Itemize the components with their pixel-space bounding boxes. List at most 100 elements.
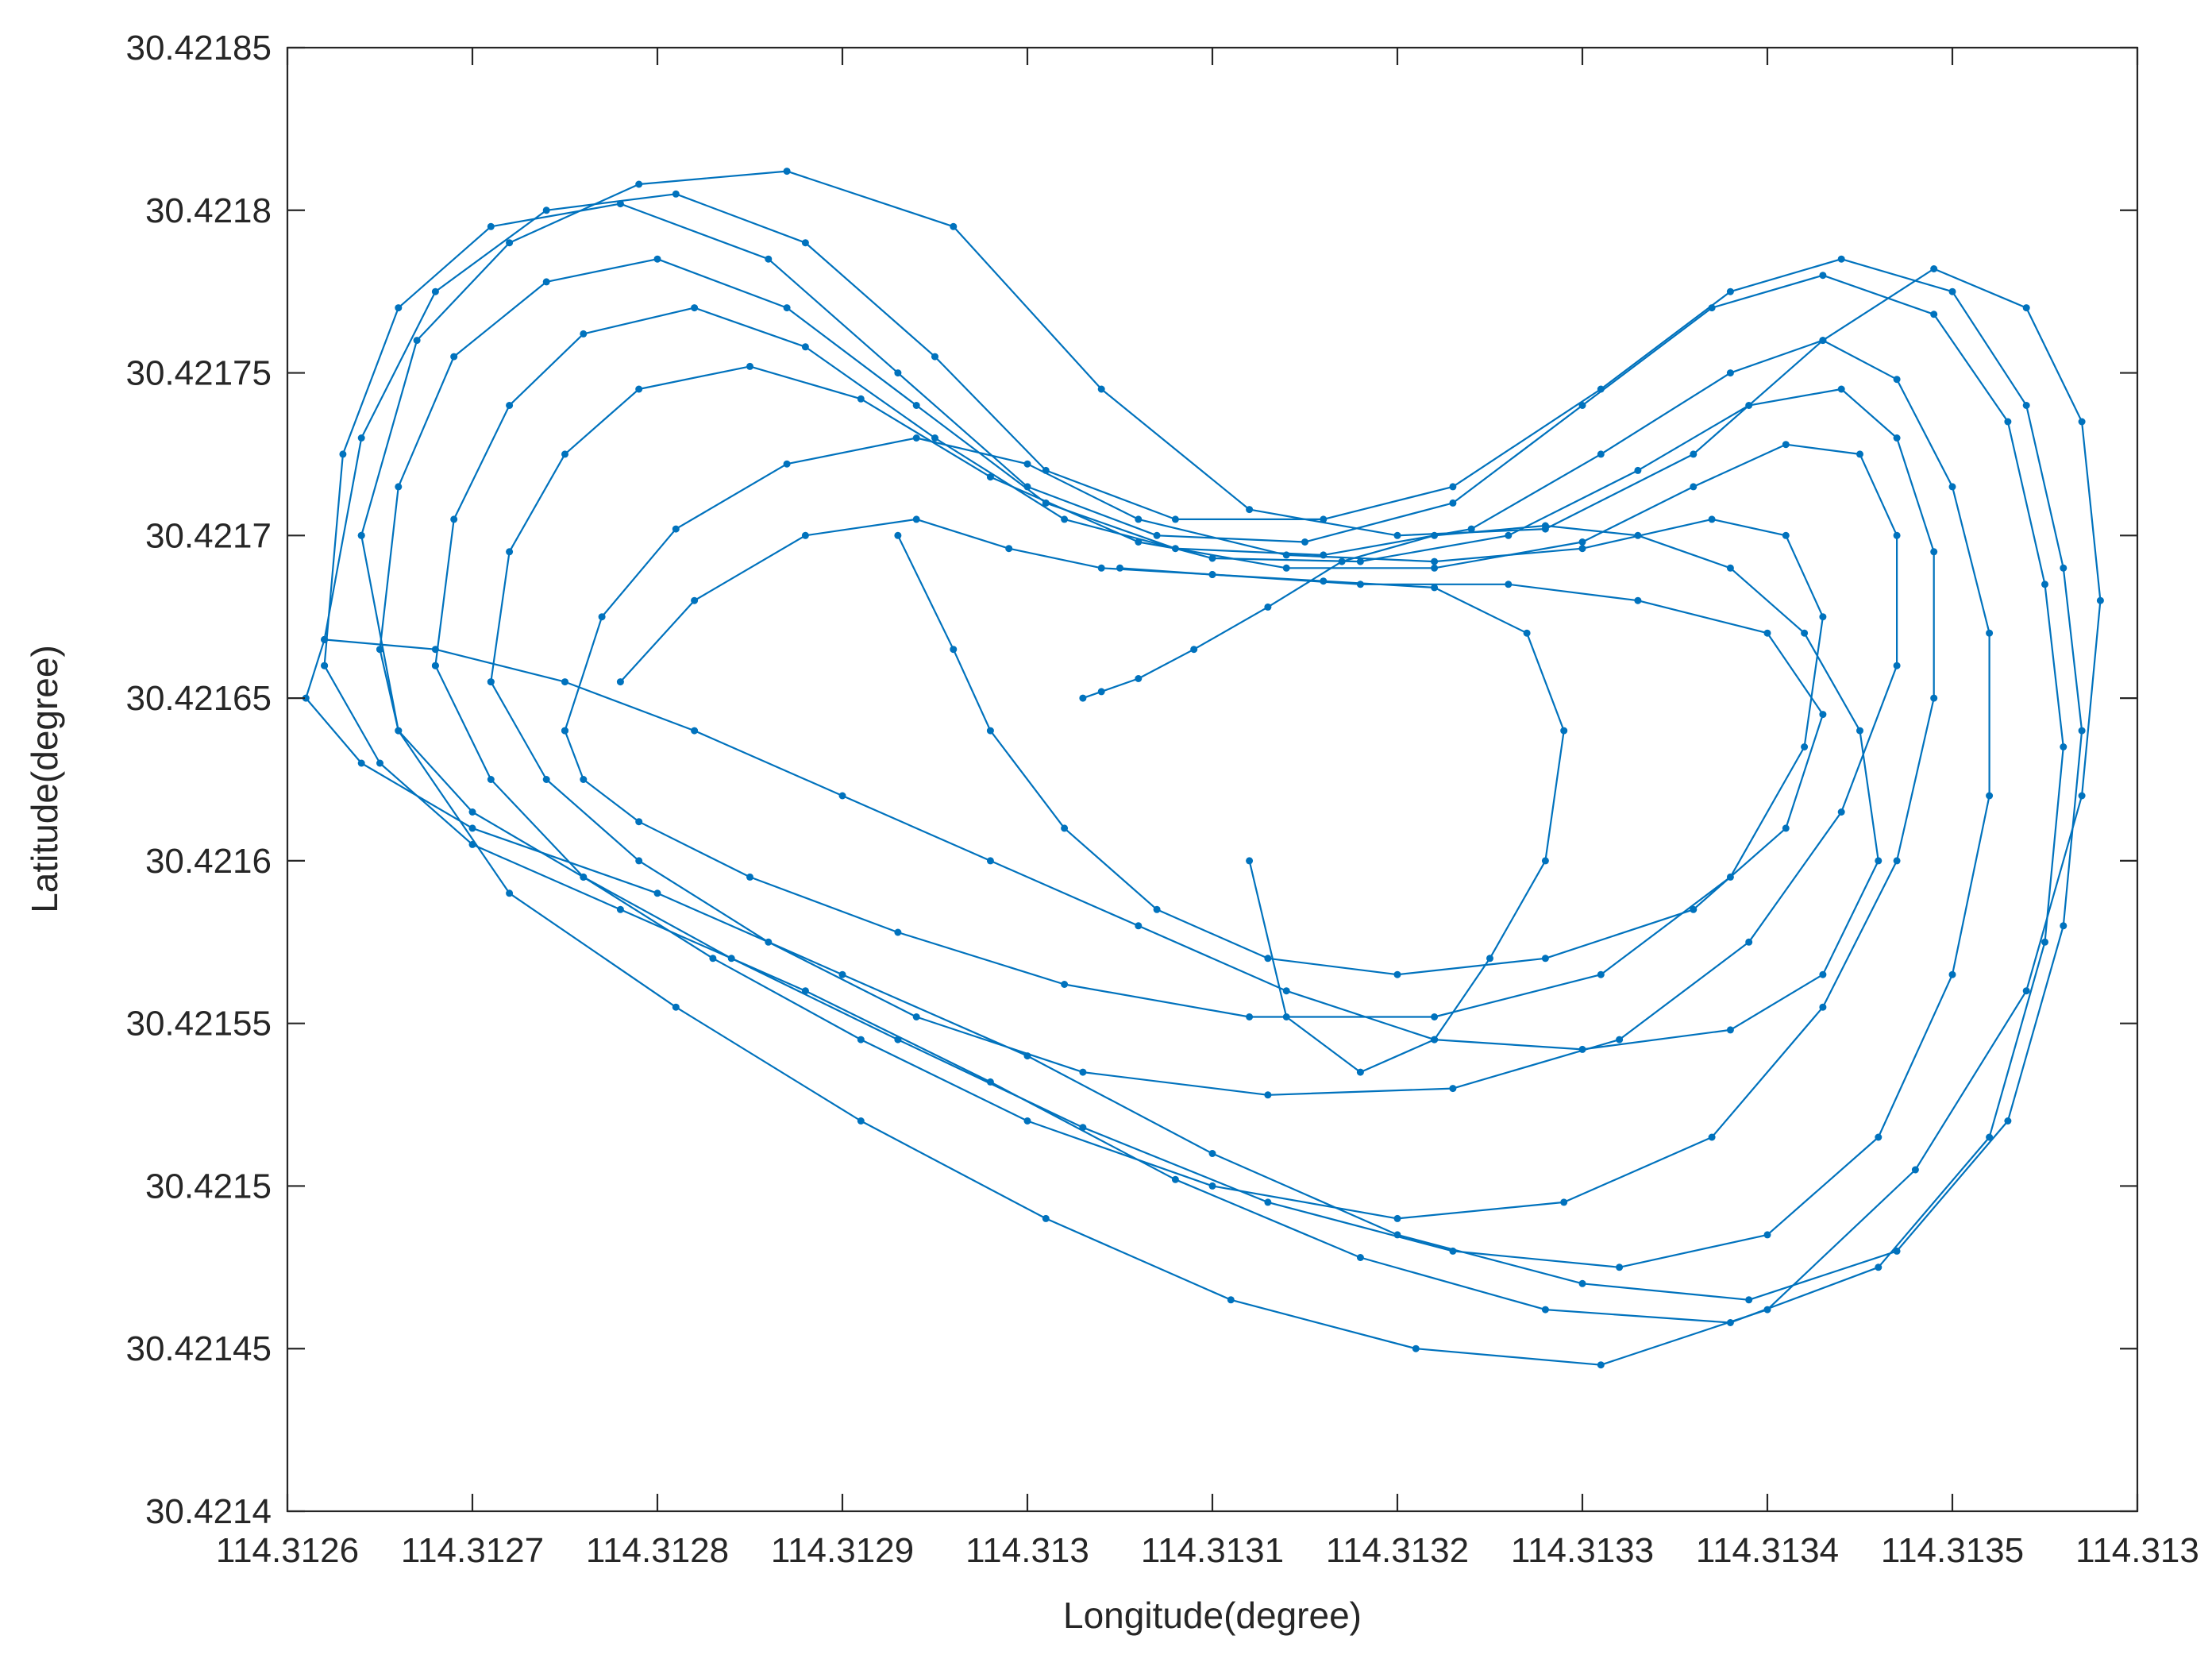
data-point: [635, 180, 643, 188]
data-point: [1393, 1214, 1401, 1222]
data-point: [1393, 531, 1401, 539]
data-point: [691, 727, 699, 735]
data-point: [1135, 515, 1143, 523]
data-point: [1819, 711, 1827, 719]
data-point: [1079, 694, 1087, 702]
data-point: [1801, 629, 1809, 637]
data-point: [1690, 450, 1698, 458]
data-point: [1264, 1198, 1272, 1206]
series-2-line: [305, 193, 2083, 1301]
data-point: [2022, 402, 2030, 409]
data-point: [1763, 629, 1771, 637]
data-point: [580, 330, 588, 338]
data-point: [1745, 1296, 1753, 1304]
data-point: [894, 369, 902, 377]
data-point: [2004, 418, 2012, 426]
data-point: [1264, 955, 1272, 963]
data-point: [1597, 1361, 1605, 1369]
data-point: [1042, 1214, 1050, 1222]
data-point: [580, 776, 588, 783]
data-point: [1616, 1036, 1624, 1044]
data-point: [635, 857, 643, 865]
data-point: [1449, 499, 1457, 507]
data-point: [1208, 554, 1216, 562]
data-point: [1893, 376, 1901, 384]
data-point: [1246, 1013, 1254, 1020]
data-point: [1986, 792, 1994, 800]
data-point: [1282, 551, 1290, 559]
data-point: [2041, 938, 2048, 946]
data-point: [912, 515, 920, 523]
data-point: [1061, 981, 1069, 988]
data-point: [1819, 272, 1827, 280]
data-point: [1208, 571, 1216, 578]
data-point: [1597, 450, 1605, 458]
data-point: [746, 362, 753, 370]
data-point: [487, 222, 495, 230]
x-tick-label: 114.313: [965, 1531, 1089, 1570]
x-tick-label: 114.3128: [586, 1531, 729, 1570]
data-point: [1634, 596, 1642, 604]
data-point: [357, 531, 365, 539]
data-point: [912, 434, 920, 442]
data-point: [986, 727, 994, 735]
data-point: [506, 402, 514, 409]
data-point: [2078, 792, 2086, 800]
data-point: [506, 889, 514, 897]
data-point: [653, 889, 661, 897]
data-point: [635, 385, 643, 393]
data-point: [357, 434, 365, 442]
data-point: [727, 955, 735, 963]
data-point: [1171, 515, 1179, 523]
y-tick-label: 30.4216: [145, 842, 272, 881]
data-point: [783, 460, 791, 468]
data-point: [1061, 824, 1069, 832]
plot-area: [287, 48, 2137, 1511]
data-point: [1578, 1279, 1586, 1287]
data-point: [1578, 538, 1586, 546]
data-point: [1153, 905, 1161, 913]
series-7: [357, 168, 2104, 1369]
data-point: [1708, 1133, 1716, 1141]
data-point: [1819, 337, 1827, 345]
x-tick-label: 114.3129: [771, 1531, 914, 1570]
data-point: [1930, 265, 1938, 272]
data-point: [2096, 596, 2104, 604]
data-point: [894, 531, 902, 539]
data-point: [1893, 531, 1901, 539]
y-tick-label: 30.4217: [145, 516, 272, 555]
data-layer: [302, 168, 2104, 1369]
data-point: [450, 515, 458, 523]
data-point: [2060, 743, 2067, 750]
data-point: [672, 1003, 680, 1011]
data-point: [2022, 304, 2030, 312]
data-point: [506, 548, 514, 556]
y-tick-label: 30.4215: [145, 1167, 272, 1206]
data-point: [1135, 922, 1143, 930]
data-point: [1819, 613, 1827, 621]
data-point: [2078, 418, 2086, 426]
data-point: [1486, 955, 1493, 963]
data-point: [765, 938, 773, 946]
series-6: [487, 362, 1901, 1099]
data-point: [542, 278, 550, 286]
data-point: [1875, 857, 1883, 865]
data-point: [1634, 466, 1642, 474]
y-tick-label: 30.42175: [125, 354, 272, 393]
data-point: [1819, 1003, 1827, 1011]
data-point: [1523, 629, 1531, 637]
data-point: [1208, 1150, 1216, 1157]
data-point: [1431, 584, 1439, 592]
data-point: [1079, 1124, 1087, 1132]
data-point: [1431, 1036, 1439, 1044]
data-point: [857, 1036, 865, 1044]
data-point: [1061, 515, 1069, 523]
data-point: [1597, 970, 1605, 978]
data-point: [468, 824, 476, 832]
series-1: [321, 522, 1883, 1053]
data-point: [395, 304, 403, 312]
data-point: [321, 662, 329, 669]
data-point: [1911, 1166, 1919, 1174]
data-point: [1930, 694, 1938, 702]
